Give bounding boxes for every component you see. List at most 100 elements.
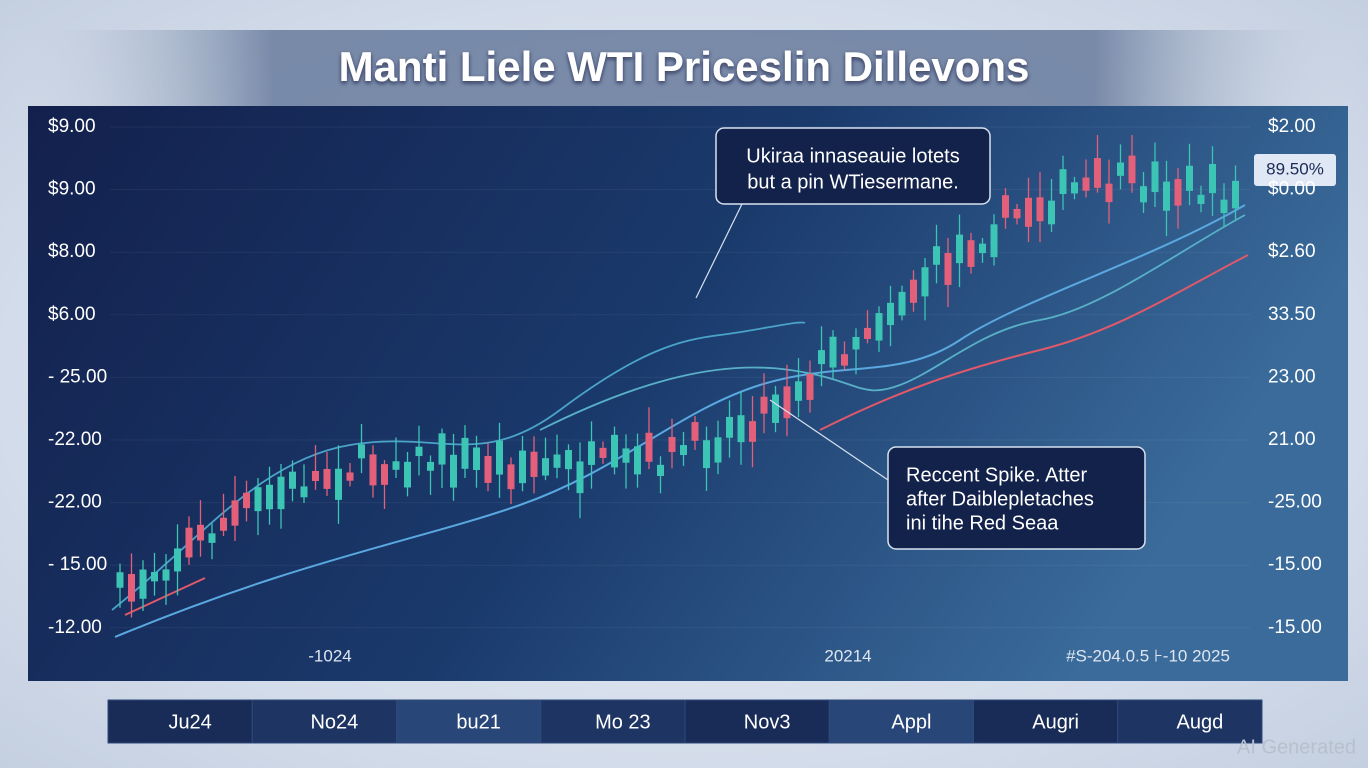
- left-axis-label: - 25.00: [48, 366, 107, 387]
- left-axis-label: $6.00: [48, 304, 96, 325]
- candle-body: [1025, 197, 1032, 227]
- timeline-segment: [540, 699, 686, 744]
- annotation-box: [715, 127, 991, 205]
- right-axis-label: -15.00: [1268, 617, 1322, 638]
- left-axis-label: $9.00: [48, 179, 96, 200]
- candle-body: [369, 454, 377, 486]
- candle-body: [910, 279, 917, 303]
- candle-body: [783, 386, 791, 419]
- candle-body: [484, 456, 492, 483]
- badge-text: 89.50%: [1266, 159, 1324, 178]
- candle-body: [151, 571, 158, 582]
- right-axis-label: $2.00: [1268, 116, 1316, 137]
- candle-body: [277, 476, 285, 510]
- candle-body: [346, 472, 354, 481]
- candle-body: [415, 446, 423, 457]
- candle-body: [1013, 208, 1021, 219]
- left-axis-label: $8.00: [48, 241, 96, 262]
- candle-body: [1002, 195, 1009, 218]
- candle-body: [898, 291, 906, 316]
- candle-body: [266, 484, 273, 510]
- timeline-label: bu21: [456, 711, 501, 733]
- candle-body: [335, 468, 342, 500]
- candle-body: [691, 422, 699, 441]
- candle-body: [254, 487, 262, 512]
- candle-body: [450, 454, 457, 488]
- right-axis-label: 33.50: [1268, 304, 1316, 325]
- candle-body: [208, 533, 216, 543]
- candle-body: [657, 464, 664, 477]
- candle-body: [1048, 200, 1055, 225]
- candle-body: [933, 246, 940, 265]
- candles: [116, 134, 1239, 618]
- candle-body: [990, 224, 998, 258]
- timeline-segment: [396, 699, 542, 744]
- timeline-segment: [251, 699, 397, 744]
- right-axis-label: -15.00: [1268, 554, 1322, 575]
- candle-body: [461, 437, 469, 469]
- moving-average: [124, 577, 206, 616]
- candle-body: [1197, 194, 1205, 204]
- moving-average: [819, 254, 1249, 431]
- candle-body: [1059, 169, 1067, 195]
- candle-body: [553, 454, 561, 468]
- right-axis-label: $2.60: [1268, 241, 1316, 262]
- candle-body: [473, 447, 480, 471]
- candle-body: [668, 436, 676, 453]
- candle-body: [588, 441, 595, 465]
- candle-body: [565, 450, 572, 470]
- annotation-text: but a pin WTiesermane.: [747, 171, 959, 193]
- candle-body: [944, 253, 952, 285]
- right-axis-label: -25.00: [1268, 492, 1322, 513]
- candle-body: [174, 548, 181, 572]
- timeline-label: Ju24: [168, 711, 211, 733]
- candle-body: [829, 336, 837, 368]
- candle-body: [622, 448, 630, 463]
- candle-body: [772, 394, 779, 423]
- candle-body: [289, 471, 296, 489]
- inner-axis-label: #S-204.0.5 ⊦-10 2025: [1066, 646, 1230, 665]
- left-axis-label: -22.00: [48, 429, 102, 450]
- timeline-label: Augri: [1032, 711, 1079, 733]
- candle-body: [1117, 162, 1124, 176]
- annotation-box: [887, 446, 1146, 550]
- candle-body: [634, 446, 641, 475]
- candle-body: [358, 444, 365, 459]
- candle-body: [1163, 181, 1170, 211]
- candle-body: [243, 492, 250, 509]
- candle-body: [542, 458, 549, 476]
- candle-body: [1036, 197, 1044, 222]
- trend-lines: [111, 204, 1249, 638]
- candle-body: [1128, 155, 1136, 184]
- candle-body: [162, 569, 170, 581]
- timeline-label: Nov3: [744, 711, 791, 733]
- candle-body: [841, 354, 848, 366]
- candle-body: [1174, 179, 1182, 206]
- candle-body: [392, 461, 400, 470]
- candle-body: [795, 381, 802, 401]
- candle-body: [760, 396, 768, 414]
- candle-body: [185, 527, 193, 558]
- candle-body: [427, 461, 434, 471]
- candle-body: [1094, 158, 1101, 188]
- chart-panel: [28, 106, 1348, 681]
- candle-body: [979, 243, 986, 254]
- candle-body: [438, 433, 446, 465]
- candle-body: [1220, 199, 1228, 214]
- moving-average: [114, 204, 1246, 638]
- badge: [1254, 154, 1336, 186]
- candle-body: [680, 445, 687, 456]
- candle-body: [714, 437, 722, 463]
- candle-body: [1105, 183, 1113, 203]
- candle-body: [1140, 186, 1147, 203]
- candle-body: [806, 374, 814, 400]
- candle-body: [1186, 165, 1193, 191]
- candle-body: [737, 415, 745, 443]
- watermark: AI Generated: [1237, 736, 1356, 758]
- candle-body: [1151, 161, 1159, 193]
- candle-body: [1232, 180, 1239, 209]
- candle-body: [404, 461, 411, 488]
- timeline-segment: [107, 699, 253, 744]
- right-axis-label: 23.00: [1268, 366, 1316, 387]
